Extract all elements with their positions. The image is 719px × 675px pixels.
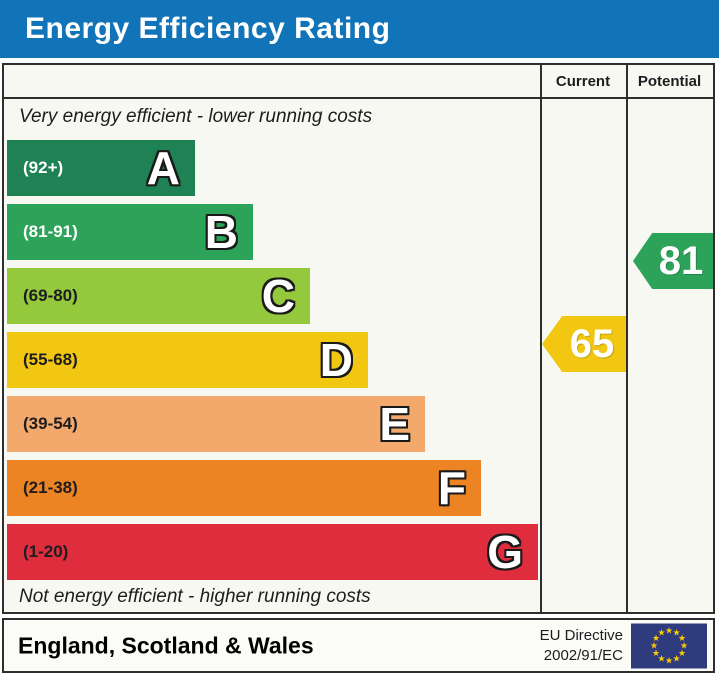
band-e: (39-54) E [7, 396, 425, 452]
table-header-row: Current Potential [4, 65, 713, 99]
band-range-label: (69-80) [23, 286, 78, 305]
band-letter: C [261, 270, 295, 322]
current-column-header: Current [555, 73, 611, 90]
band-range-label: (39-54) [23, 414, 78, 433]
potential-column-divider [626, 65, 628, 612]
top-note: Very energy efficient - lower running co… [19, 106, 373, 127]
eu-flag-star: ★ [649, 640, 659, 651]
eu-flag-star: ★ [664, 655, 674, 666]
eu-flag-star: ★ [651, 633, 661, 643]
current-column-divider [540, 65, 542, 612]
potential-rating-marker: 81 [633, 233, 713, 289]
region-label: England, Scotland & Wales [18, 632, 314, 658]
potential-column-header: Potential [637, 73, 702, 90]
band-letter: B [204, 206, 238, 258]
potential-rating-value: 81 [658, 238, 704, 283]
eu-flag-star: ★ [657, 653, 666, 664]
band-range-label: (21-38) [23, 478, 78, 497]
rating-table: Current Potential Very energy efficient … [2, 63, 715, 614]
band-letter: G [487, 526, 523, 578]
current-rating-value: 65 [569, 321, 615, 366]
eu-flag-star: ★ [672, 627, 681, 638]
eu-directive-label: EU Directive 2002/91/EC [540, 625, 623, 666]
title-bar: Energy Efficiency Rating [0, 0, 719, 58]
band-letter: E [379, 398, 410, 450]
band-range-label: (1-20) [23, 542, 69, 561]
band-b: (81-91) B [7, 204, 253, 260]
eu-directive-line2: 2002/91/EC [543, 646, 623, 664]
eu-flag-star: ★ [672, 653, 681, 664]
eu-flag-icon: ★ ★ ★ ★ ★ ★ ★ ★ ★ ★ ★ ★ [631, 623, 707, 668]
bottom-note: Not energy efficient - higher running co… [19, 586, 371, 607]
band-c: (69-80) C [7, 268, 310, 324]
eu-flag-star: ★ [664, 625, 674, 636]
eu-flag-star: ★ [677, 633, 687, 643]
band-range-label: (55-68) [23, 350, 78, 369]
band-a: (92+) A [7, 140, 195, 196]
eu-flag-star: ★ [651, 648, 661, 658]
eu-flag-star: ★ [679, 640, 689, 651]
footer-bar: England, Scotland & Wales EU Directive 2… [2, 618, 715, 673]
eu-flag-star: ★ [677, 648, 687, 658]
band-g: (1-20) G [7, 524, 538, 580]
band-d: (55-68) D [7, 332, 368, 388]
page-title: Energy Efficiency Rating [25, 12, 391, 45]
eu-directive-line1: EU Directive [539, 626, 623, 644]
band-f: (21-38) F [7, 460, 481, 516]
current-rating-marker: 65 [542, 316, 626, 372]
band-letter: F [437, 462, 466, 514]
band-letter: D [319, 334, 353, 386]
eu-flag-star: ★ [657, 627, 666, 638]
band-range-label: (92+) [23, 158, 64, 177]
band-letter: A [146, 142, 180, 194]
band-range-label: (81-91) [23, 222, 78, 241]
